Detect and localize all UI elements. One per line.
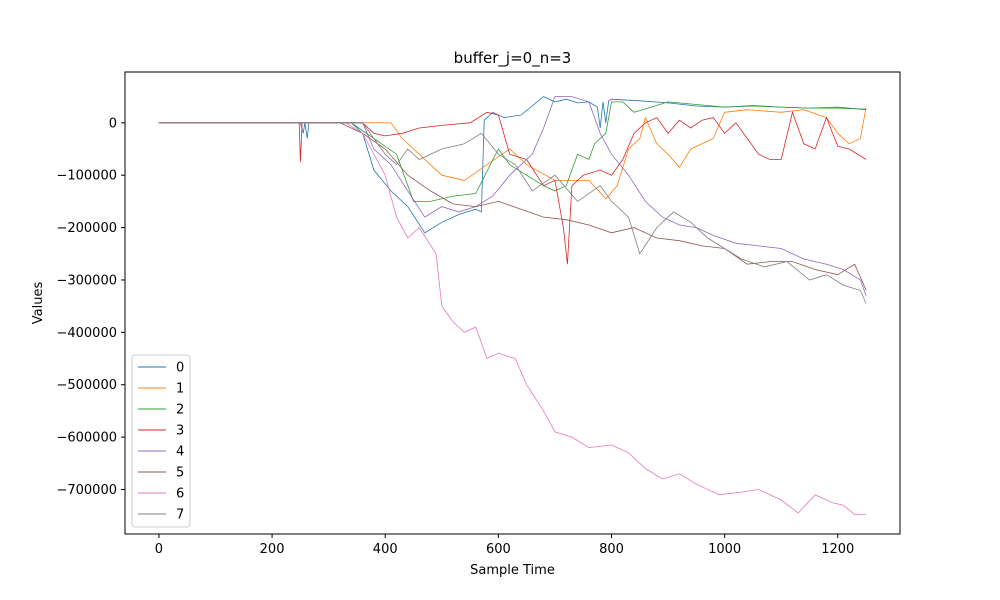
legend-label-6: 6 bbox=[176, 487, 184, 502]
legend-box bbox=[131, 354, 191, 528]
y-axis: 0 −100000 −200000 −300000 −400000 −500000 −600… bbox=[56, 116, 125, 498]
x-tick-label: 1000 bbox=[708, 542, 741, 557]
legend: 0 1 2 3 4 5 6 7 bbox=[131, 354, 191, 528]
y-tick-label: −500000 bbox=[56, 378, 117, 393]
series-line-3 bbox=[158, 110, 867, 265]
plot-lines bbox=[158, 96, 867, 515]
x-tick-label: 200 bbox=[260, 542, 285, 557]
legend-label-5: 5 bbox=[176, 466, 184, 481]
legend-label-4: 4 bbox=[176, 445, 184, 460]
series-line-2 bbox=[158, 101, 867, 202]
series-line-1 bbox=[158, 107, 867, 200]
y-tick-label: −200000 bbox=[56, 221, 117, 236]
plot-area-frame bbox=[124, 71, 901, 535]
legend-label-1: 1 bbox=[176, 382, 184, 397]
legend-label-0: 0 bbox=[176, 361, 184, 376]
x-tick-label: 800 bbox=[599, 542, 624, 557]
x-tick-label: 0 bbox=[155, 542, 163, 557]
series-line-0 bbox=[158, 96, 867, 234]
legend-label-7: 7 bbox=[176, 508, 184, 523]
x-axis-label: Sample Time bbox=[470, 563, 555, 578]
y-tick-label: −600000 bbox=[56, 431, 117, 446]
series-line-4 bbox=[158, 96, 867, 296]
y-axis-label: Values bbox=[31, 282, 46, 325]
y-tick-label: −300000 bbox=[56, 273, 117, 288]
series-line-6 bbox=[158, 122, 867, 515]
legend-label-2: 2 bbox=[176, 403, 184, 418]
y-tick-label: −100000 bbox=[56, 169, 117, 184]
series-line-5 bbox=[158, 122, 867, 291]
legend-label-3: 3 bbox=[176, 424, 184, 439]
y-tick-label: −700000 bbox=[56, 483, 117, 498]
chart-title: buffer_j=0_n=3 bbox=[454, 49, 572, 68]
y-tick-label: −400000 bbox=[56, 326, 117, 341]
x-axis: 0 200 400 600 800 1000 1200 bbox=[155, 534, 854, 557]
x-tick-label: 600 bbox=[486, 542, 511, 557]
series-line-7 bbox=[158, 122, 867, 304]
x-tick-label: 400 bbox=[373, 542, 398, 557]
x-tick-label: 1200 bbox=[821, 542, 854, 557]
y-tick-label: 0 bbox=[109, 116, 117, 131]
